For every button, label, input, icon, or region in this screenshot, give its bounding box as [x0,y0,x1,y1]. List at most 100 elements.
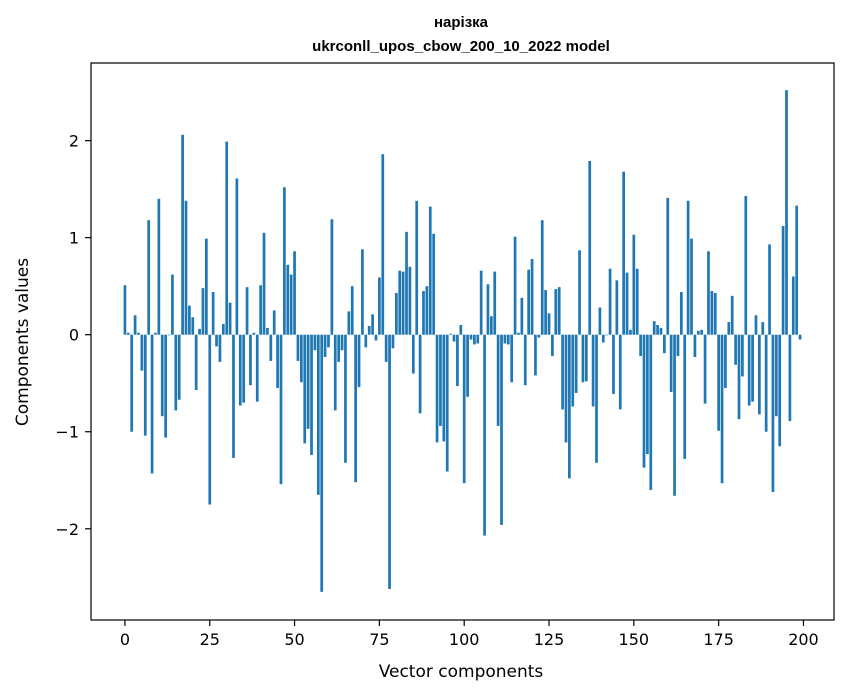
bar-51 [296,334,300,361]
bar-95 [445,334,449,472]
bar-190 [768,244,771,335]
bar-129 [561,334,564,410]
bar-146 [618,334,622,410]
bar-98 [456,334,459,387]
bar-91 [432,233,436,335]
bar-4 [137,332,140,335]
chart-title: нарізка [434,14,489,31]
bar-79 [391,334,395,349]
bar-42 [266,327,269,335]
bar-26 [211,292,215,335]
bar-153 [642,334,646,468]
bar-122 [537,334,541,338]
bar-139 [595,334,598,463]
bar-161 [669,334,673,392]
bar-89 [425,286,429,335]
bar-38 [252,332,256,335]
bar-78 [388,334,391,589]
bar-143 [608,268,612,335]
bar-56 [313,334,317,351]
bar-84 [408,266,412,335]
bar-135 [581,334,585,383]
bar-197 [791,276,795,335]
bar-112 [503,334,507,344]
bar-21 [194,334,198,391]
bar-54 [306,334,310,429]
bar-127 [554,289,558,335]
bar-176 [720,334,724,484]
bar-162 [673,334,676,496]
bar-76 [381,154,385,335]
bar-126 [551,334,554,357]
bar-33 [235,178,239,335]
bar-150 [632,234,636,335]
bar-138 [591,334,595,407]
bar-105 [479,270,483,335]
bar-168 [693,334,697,358]
bar-188 [761,322,765,335]
bar-170 [700,329,704,335]
bar-195 [785,90,788,335]
bar-145 [615,280,619,335]
bar-88 [422,291,425,335]
bar-22 [198,328,201,335]
bar-169 [696,330,700,335]
y-tick-label: 2 [69,132,79,151]
bar-10 [157,198,161,335]
bar-184 [747,334,751,406]
bar-108 [489,316,493,335]
bar-140 [598,307,602,335]
bar-80 [394,292,398,335]
bar-120 [530,259,534,335]
bar-119 [527,269,531,335]
bar-5 [140,334,144,371]
chart-subtitle: ukrconll_upos_cbow_200_10_2022 model [312,38,610,55]
bar-106 [483,334,486,536]
bar-117 [520,297,524,335]
bar-172 [707,251,710,335]
bar-13 [167,334,171,336]
bar-67 [350,286,354,335]
bar-193 [778,334,782,447]
bar-29 [221,324,225,335]
bar-87 [418,334,422,414]
bar-101 [466,334,469,397]
bar-111 [500,334,503,525]
bar-179 [730,295,734,335]
bar-1 [126,332,130,335]
bar-59 [323,334,327,358]
bar-25 [208,334,212,505]
x-tick-label: 200 [788,630,819,649]
x-tick-label: 175 [703,630,734,649]
bar-14 [171,274,174,335]
bar-55 [310,334,313,456]
y-tick-label: −2 [55,520,79,539]
bar-99 [459,325,463,335]
bar-77 [384,334,388,362]
bar-198 [795,205,799,335]
bar-24 [204,238,208,335]
y-tick-label: −1 [55,423,79,442]
bar-72 [367,325,371,335]
bar-174 [713,292,717,335]
bar-134 [578,250,581,335]
y-axis: −2 −1 0 1 2 [55,132,91,539]
bar-90 [428,206,432,335]
bar-93 [439,334,442,426]
bar-137 [588,161,592,335]
x-axis: 0 25 50 75 100 125 150 175 200 [120,620,819,649]
bar-9 [154,332,157,335]
bar-131 [568,334,571,479]
bar-41 [262,232,266,335]
bar-71 [364,334,368,348]
bar-65 [344,334,347,463]
bar-27 [215,334,218,347]
bar-46 [279,334,283,485]
bar-165 [683,334,687,459]
bar-110 [496,334,500,426]
bar-167 [690,238,693,335]
bar-103 [473,334,476,345]
y-axis-label: Components values [13,258,33,426]
bar-43 [269,334,273,361]
bar-181 [737,334,741,420]
